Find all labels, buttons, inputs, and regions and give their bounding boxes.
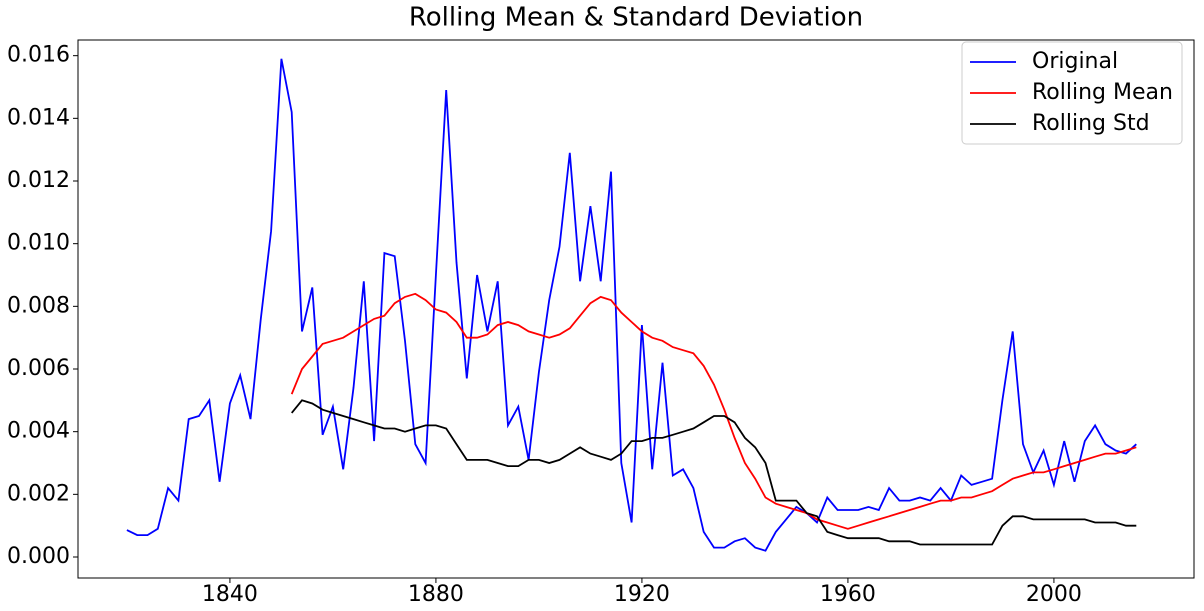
y-tick-label: 0.016 [7,43,70,68]
plot-frame [77,39,1195,579]
y-tick-label: 0.012 [7,168,70,193]
x-tick-label: 1880 [408,582,464,607]
y-tick-label: 0.008 [7,293,70,318]
y-tick-label: 0.004 [7,419,70,444]
x-tick-label: 2000 [1026,582,1082,607]
legend-label: Rolling Mean [1032,80,1173,105]
y-tick-label: 0.000 [7,544,70,569]
y-tick-label: 0.014 [7,105,70,130]
x-tick-label: 1920 [614,582,670,607]
legend-label: Rolling Std [1032,111,1150,136]
series-line [290,292,1137,530]
chart-title: Rolling Mean & Standard Deviation [409,3,863,33]
y-tick-label: 0.006 [7,356,70,381]
x-tick-label: 1840 [202,582,258,607]
legend-box [961,41,1183,145]
x-tick-label: 1960 [820,582,876,607]
y-tick-label: 0.010 [7,231,70,256]
y-tick-label: 0.002 [7,481,70,506]
series-line [291,399,1137,546]
legend-label: Original [1032,49,1118,74]
series-line [126,58,1137,552]
